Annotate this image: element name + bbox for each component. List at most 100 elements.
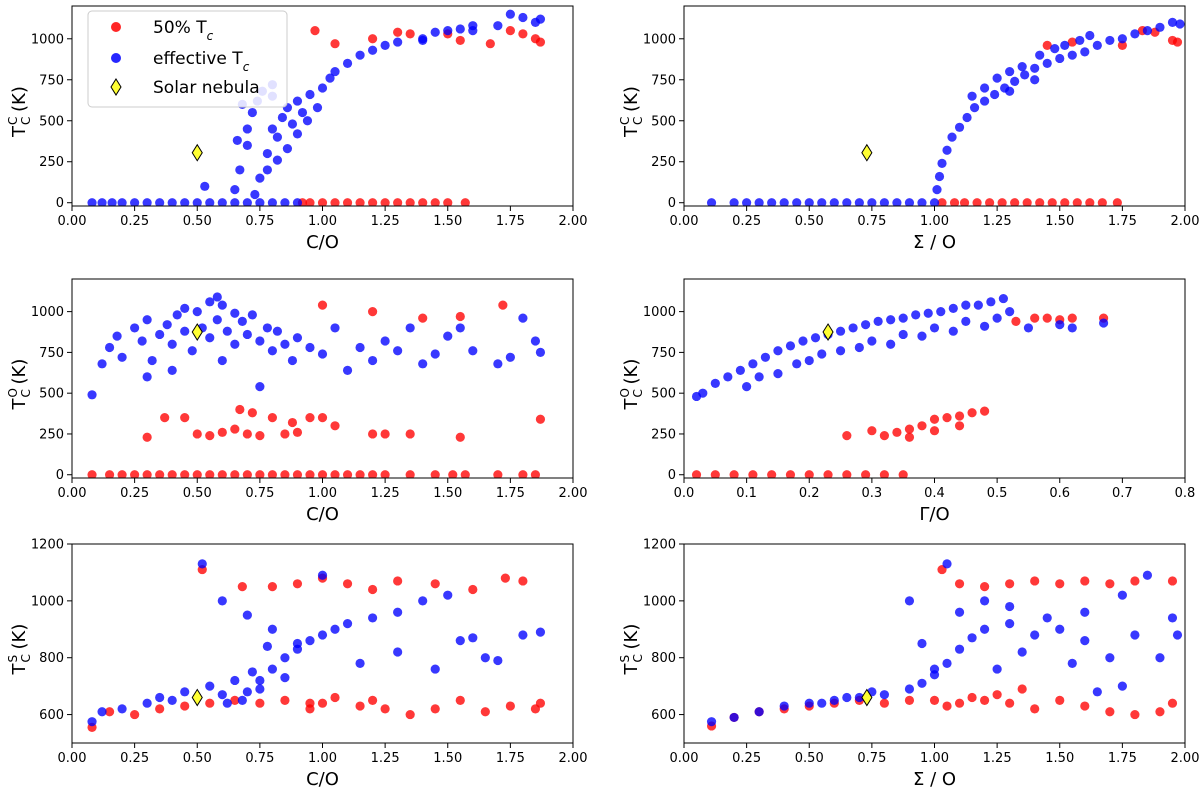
blue-point bbox=[1105, 35, 1115, 46]
blue-point bbox=[1142, 570, 1153, 580]
data-points bbox=[706, 17, 1185, 206]
x-tick-label: 1.00 bbox=[308, 751, 337, 766]
blue-point bbox=[317, 349, 328, 359]
blue-point bbox=[167, 695, 177, 705]
y-label-sup: O bbox=[618, 388, 632, 397]
red-point bbox=[317, 300, 328, 310]
blue-point bbox=[1060, 40, 1070, 50]
red-point bbox=[518, 29, 528, 39]
x-tick-label: 0.5 bbox=[987, 486, 1008, 501]
red-point bbox=[368, 584, 378, 595]
blue-point bbox=[272, 326, 283, 336]
y-tick-label: 600 bbox=[39, 708, 64, 723]
red-point bbox=[985, 198, 995, 206]
blue-point bbox=[1030, 75, 1040, 85]
blue-point bbox=[992, 73, 1002, 83]
blue-point bbox=[1010, 76, 1020, 87]
red-point bbox=[130, 470, 140, 478]
blue-point bbox=[948, 303, 958, 313]
blue-point bbox=[992, 664, 1002, 674]
y-label-sup: O bbox=[6, 388, 20, 397]
blue-point bbox=[1030, 630, 1040, 640]
plot-frame bbox=[683, 278, 1186, 479]
red-point bbox=[904, 695, 915, 705]
blue-point bbox=[180, 326, 190, 336]
x-tick-label: 0.25 bbox=[120, 214, 149, 229]
red-point bbox=[310, 25, 320, 36]
blue-point bbox=[130, 198, 140, 206]
red-point bbox=[879, 430, 890, 441]
x-tick-label: 0.6 bbox=[1049, 486, 1070, 501]
blue-point bbox=[255, 382, 265, 392]
blue-point bbox=[742, 198, 752, 206]
x-tick-label: 0.75 bbox=[245, 214, 274, 229]
blue-point bbox=[117, 352, 127, 362]
red-point bbox=[305, 470, 315, 478]
blue-point bbox=[393, 607, 403, 617]
blue-point bbox=[130, 323, 140, 333]
blue-point bbox=[986, 297, 996, 307]
blue-point bbox=[187, 346, 197, 356]
blue-point bbox=[312, 103, 323, 113]
y-label-main: T bbox=[621, 663, 642, 676]
red-point bbox=[535, 37, 546, 47]
blue-point bbox=[973, 300, 983, 310]
red-point bbox=[879, 470, 889, 478]
red-point bbox=[117, 470, 127, 478]
blue-point bbox=[1105, 653, 1115, 663]
red-point bbox=[954, 698, 965, 708]
blue-point bbox=[430, 349, 440, 359]
blue-point bbox=[104, 342, 115, 353]
red-point bbox=[1130, 709, 1140, 720]
y-tick-label: 1000 bbox=[31, 305, 64, 320]
y-tick-label: 500 bbox=[39, 387, 64, 402]
y-axis: 600 800 1000 1200 bbox=[643, 538, 684, 723]
blue-point bbox=[280, 339, 290, 349]
series-blue bbox=[706, 17, 1185, 206]
red-point bbox=[493, 470, 503, 478]
blue-point bbox=[262, 641, 272, 651]
blue-point bbox=[1098, 318, 1109, 328]
red-point bbox=[155, 470, 165, 478]
blue-point bbox=[1172, 630, 1183, 640]
red-point bbox=[937, 198, 947, 206]
blue-point bbox=[898, 313, 908, 323]
blue-point bbox=[929, 323, 940, 333]
blue-point bbox=[1017, 647, 1027, 657]
blue-point bbox=[380, 336, 390, 346]
y-axis-label: TS C (K) bbox=[618, 624, 645, 676]
blue-point bbox=[1030, 63, 1040, 73]
red-point bbox=[280, 470, 290, 478]
x-tick-label: 0.00 bbox=[670, 751, 699, 766]
blue-point bbox=[1130, 630, 1140, 640]
blue-point bbox=[1155, 22, 1165, 32]
blue-point bbox=[172, 310, 182, 320]
x-tick-label: 0.75 bbox=[857, 214, 886, 229]
x-tick-label: 0.7 bbox=[1112, 486, 1133, 501]
red-point bbox=[205, 698, 215, 708]
blue-point bbox=[1067, 50, 1077, 60]
red-point bbox=[917, 421, 927, 431]
blue-point bbox=[267, 346, 277, 356]
blue-point bbox=[729, 198, 739, 206]
blue-point bbox=[1075, 35, 1085, 46]
blue-point bbox=[205, 333, 215, 343]
red-point bbox=[1155, 707, 1165, 717]
blue-point bbox=[710, 378, 720, 388]
red-point bbox=[1060, 198, 1070, 206]
y-label-sup: C bbox=[618, 117, 632, 125]
red-point bbox=[498, 300, 508, 310]
red-point bbox=[418, 313, 428, 323]
red-point bbox=[1017, 684, 1027, 694]
blue-point bbox=[305, 89, 315, 100]
solar-nebula-marker bbox=[822, 323, 834, 341]
blue-point bbox=[980, 96, 990, 106]
blue-point bbox=[804, 198, 814, 206]
blue-point bbox=[779, 701, 789, 711]
red-point bbox=[460, 198, 470, 206]
red-point bbox=[1030, 313, 1040, 323]
blue-point bbox=[242, 140, 252, 150]
red-point bbox=[130, 709, 140, 720]
y-tick-label: 250 bbox=[651, 155, 676, 170]
